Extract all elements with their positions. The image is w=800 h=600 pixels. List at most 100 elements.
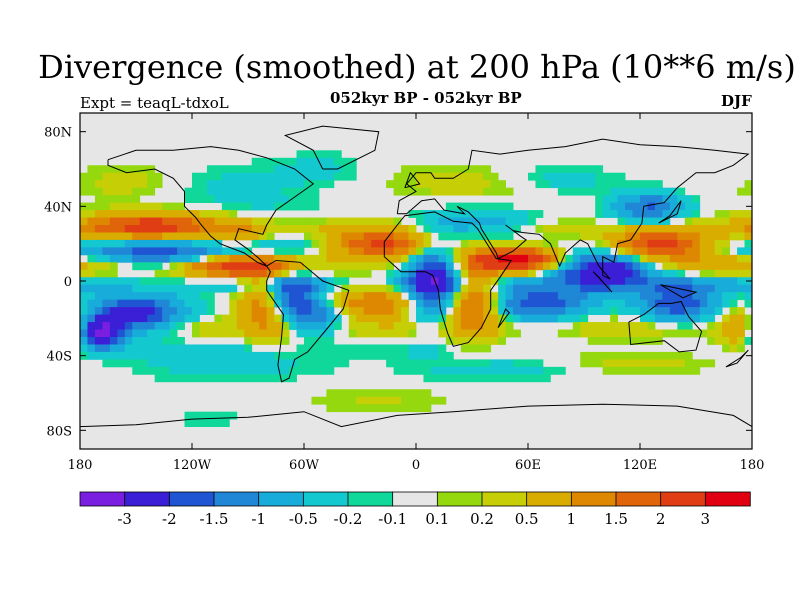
divergence-cell [229, 187, 238, 196]
divergence-cell [714, 277, 723, 286]
divergence-cell [221, 217, 230, 226]
colorbar-swatch [124, 491, 171, 507]
divergence-cell [610, 225, 618, 233]
divergence-cell [468, 225, 477, 233]
divergence-cell [445, 254, 454, 263]
divergence-cell [737, 284, 745, 293]
divergence-cell [162, 351, 170, 360]
divergence-cell [453, 172, 462, 181]
divergence-cell [453, 374, 462, 383]
divergence-cell [348, 322, 357, 330]
divergence-cell [229, 366, 238, 375]
divergence-cell [445, 225, 454, 233]
divergence-cell [423, 262, 432, 271]
divergence-cell [378, 262, 387, 271]
divergence-cell [505, 210, 514, 218]
divergence-cell [692, 254, 701, 263]
divergence-cell [281, 374, 290, 383]
divergence-cell [677, 239, 686, 248]
divergence-cell [356, 307, 365, 315]
divergence-cell [654, 284, 663, 293]
divergence-cell [647, 232, 656, 241]
divergence-cell [520, 247, 529, 256]
divergence-cell [154, 292, 163, 301]
divergence-cell [580, 225, 589, 233]
divergence-cell [520, 299, 529, 308]
divergence-cell [692, 225, 701, 233]
divergence-cell [580, 322, 589, 330]
divergence-cell [296, 314, 305, 323]
divergence-cell [221, 262, 230, 271]
divergence-cell [341, 254, 350, 263]
divergence-cell [229, 165, 238, 174]
divergence-cell [124, 165, 133, 174]
divergence-cell [707, 247, 716, 256]
divergence-cell [654, 232, 663, 241]
divergence-cell [221, 247, 230, 256]
divergence-cell [289, 277, 297, 286]
divergence-cell [169, 322, 178, 330]
divergence-cell [580, 269, 589, 278]
divergence-cell [266, 329, 275, 338]
divergence-cell [229, 225, 238, 233]
divergence-cell [386, 344, 394, 353]
divergence-cell [490, 269, 499, 278]
divergence-cell [214, 187, 223, 196]
divergence-cell [348, 351, 357, 360]
divergence-cell [640, 322, 648, 330]
divergence-cell [341, 277, 350, 286]
divergence-cell [139, 180, 148, 189]
divergence-cell [199, 329, 208, 338]
divergence-cell [206, 322, 215, 330]
divergence-cell [595, 292, 604, 301]
divergence-cell [348, 396, 357, 405]
divergence-cell [289, 165, 297, 174]
coastline [79, 403, 753, 428]
divergence-cell [647, 187, 656, 196]
divergence-cell [259, 292, 268, 301]
divergence-cell [244, 202, 253, 211]
divergence-cell [296, 269, 305, 278]
divergence-cell [505, 239, 514, 248]
divergence-cell [438, 225, 447, 233]
divergence-cell [565, 254, 574, 263]
divergence-cell [535, 247, 544, 256]
divergence-cell [423, 374, 432, 383]
divergence-cell [572, 180, 581, 189]
divergence-cell [281, 180, 290, 189]
divergence-cell [348, 239, 357, 248]
divergence-cell [513, 239, 521, 248]
divergence-cell [132, 284, 141, 293]
divergence-cell [632, 262, 641, 271]
divergence-cell [445, 292, 454, 301]
divergence-cell [662, 262, 671, 271]
divergence-cell [617, 217, 626, 226]
divergence-cell [647, 210, 656, 218]
divergence-cell [177, 269, 185, 278]
divergence-cell [169, 337, 178, 345]
divergence-cell [744, 217, 753, 226]
divergence-cell [602, 299, 611, 308]
divergence-cell [438, 292, 447, 301]
divergence-cell [214, 351, 223, 360]
divergence-cell [535, 292, 544, 301]
divergence-cell [371, 329, 380, 338]
divergence-cell [378, 225, 387, 233]
divergence-cell [109, 187, 118, 196]
divergence-cell [423, 254, 432, 263]
divergence-cell [162, 366, 170, 375]
divergence-cell [625, 210, 633, 218]
divergence-cell [707, 337, 716, 345]
divergence-cell [274, 284, 282, 293]
divergence-cell [393, 172, 402, 181]
divergence-cell [595, 195, 604, 203]
divergence-cell [147, 351, 156, 360]
divergence-cell [251, 172, 260, 181]
divergence-cell [669, 269, 678, 278]
divergence-cell [199, 292, 208, 301]
divergence-cell [311, 157, 320, 166]
divergence-cell [460, 359, 469, 368]
divergence-cell [289, 374, 297, 383]
divergence-cell [475, 329, 484, 338]
divergence-cell [206, 269, 215, 278]
